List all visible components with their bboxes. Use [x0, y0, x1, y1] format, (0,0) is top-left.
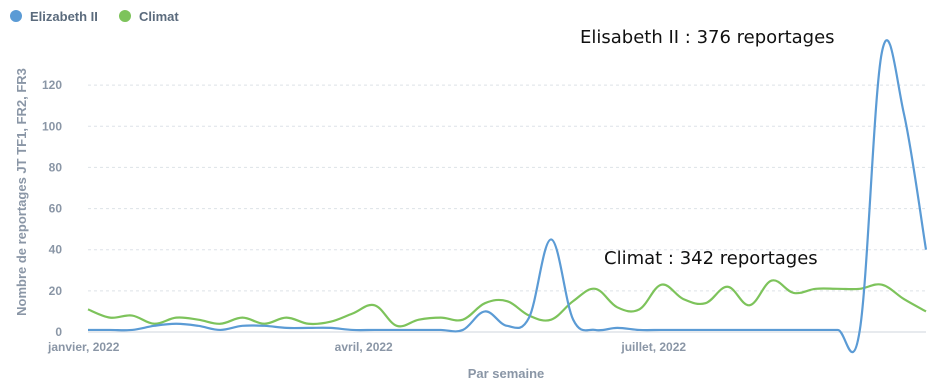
legend: Elizabeth II Climat [10, 9, 179, 24]
x-tick-label: juillet, 2022 [620, 340, 686, 354]
x-tick-label: avril, 2022 [335, 340, 393, 354]
y-axis-ticks: 0 20 40 60 80 100 120 [42, 78, 62, 339]
legend-item-climat[interactable]: Climat [119, 9, 179, 24]
series-line-climat[interactable] [87, 279, 927, 328]
x-axis-ticks: janvier, 2022 avril, 2022 juillet, 2022 [47, 340, 686, 354]
y-tick-label: 80 [49, 160, 63, 174]
legend-label-elizabeth: Elizabeth II [30, 9, 98, 24]
annotation-climat: Climat : 342 reportages [604, 248, 818, 269]
y-tick-label: 100 [42, 119, 62, 133]
y-axis-title: Nombre de reportages JT TF1, FR2, FR3 [14, 68, 29, 316]
series-lines [87, 39, 928, 354]
y-tick-label: 20 [49, 284, 63, 298]
x-tick-label: janvier, 2022 [47, 340, 120, 354]
legend-item-elizabeth[interactable]: Elizabeth II [10, 9, 98, 24]
legend-marker-elizabeth [10, 10, 22, 22]
grid [88, 84, 926, 333]
x-axis-title: Par semaine [468, 366, 545, 381]
legend-label-climat: Climat [139, 9, 179, 24]
y-tick-label: 40 [49, 243, 63, 257]
y-tick-label: 120 [42, 78, 62, 92]
series-line-elizabeth-ii[interactable] [88, 39, 928, 354]
legend-marker-climat [119, 10, 131, 22]
y-tick-label: 60 [49, 202, 63, 216]
y-tick-label: 0 [55, 325, 62, 339]
annotation-elizabeth: Elisabeth II : 376 reportages [580, 27, 835, 48]
